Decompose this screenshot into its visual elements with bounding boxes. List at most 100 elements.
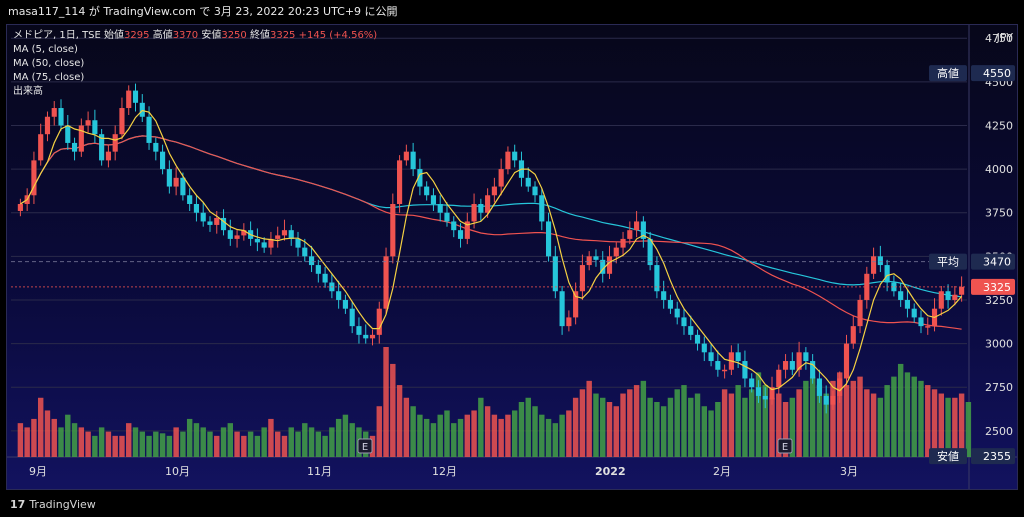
volume-bar bbox=[654, 402, 660, 457]
chart-panel[interactable]: 4750450042504000375035003250300027502500… bbox=[6, 24, 1018, 490]
volume-bar bbox=[796, 389, 802, 457]
volume-bar bbox=[640, 380, 647, 457]
candle-body bbox=[864, 273, 870, 300]
volume-bar bbox=[748, 389, 755, 457]
volume-bar bbox=[173, 427, 179, 457]
candle-body bbox=[776, 369, 782, 388]
y-tick-label: 4250 bbox=[985, 119, 1013, 132]
volume-bar bbox=[51, 418, 57, 457]
chart-svg[interactable]: 4750450042504000375035003250300027502500… bbox=[7, 25, 1017, 489]
candle-body bbox=[532, 186, 538, 196]
volume-bar bbox=[241, 435, 247, 457]
volume-bar bbox=[904, 372, 911, 457]
candle-body bbox=[139, 102, 145, 117]
volume-bar bbox=[688, 397, 694, 457]
candle-body bbox=[566, 317, 572, 327]
volume-bar bbox=[302, 423, 308, 457]
candle-body bbox=[457, 230, 464, 239]
volume-bar bbox=[789, 397, 796, 457]
volume-bar bbox=[308, 427, 315, 457]
candle-body bbox=[51, 108, 57, 117]
candle-body bbox=[586, 256, 592, 266]
volume-bar bbox=[329, 427, 335, 457]
candle-body bbox=[322, 273, 328, 283]
candle-body bbox=[336, 291, 342, 300]
candle-body bbox=[187, 195, 193, 204]
candle-body bbox=[742, 361, 748, 379]
ma50-line bbox=[20, 135, 962, 330]
volume-bar bbox=[234, 431, 240, 457]
volume-bar bbox=[383, 347, 389, 457]
candle-body bbox=[688, 326, 694, 335]
volume-bar bbox=[105, 431, 112, 457]
candle-body bbox=[71, 142, 78, 152]
candle-body bbox=[837, 378, 843, 396]
candle-body bbox=[823, 395, 829, 405]
symbol-legend: メドピア, 1日, TSE 始値3295 高値3370 安値3250 終値332… bbox=[13, 29, 377, 42]
volume-bar bbox=[891, 376, 897, 457]
candle-body bbox=[803, 352, 809, 362]
volume-bar bbox=[721, 389, 728, 457]
candle-body bbox=[505, 151, 511, 170]
candle-body bbox=[593, 256, 599, 260]
ma75-legend: MA (75, close) bbox=[13, 72, 85, 83]
volume-bar bbox=[782, 402, 789, 457]
candle-body bbox=[911, 308, 917, 318]
volume-bar bbox=[965, 402, 972, 457]
volume-bar bbox=[37, 397, 44, 457]
volume-bar bbox=[396, 385, 403, 457]
high-value: 3370 bbox=[172, 30, 199, 41]
price-label-name: 安値 bbox=[937, 449, 959, 463]
candle-body bbox=[938, 291, 944, 309]
candle-body bbox=[295, 238, 301, 248]
candle-body bbox=[654, 265, 660, 292]
candle-body bbox=[31, 160, 37, 196]
candle-body bbox=[627, 230, 633, 239]
candle-body bbox=[552, 256, 558, 292]
price-label-box bbox=[971, 448, 1015, 465]
volume-bar bbox=[633, 385, 640, 457]
low-label: 安値 bbox=[201, 30, 222, 41]
tradingview-wordmark: TradingView bbox=[29, 498, 96, 511]
volume-bar bbox=[274, 431, 281, 457]
candle-body bbox=[58, 108, 64, 126]
volume-bar bbox=[897, 363, 904, 457]
candle-body bbox=[701, 343, 707, 353]
volume-bar bbox=[593, 393, 599, 457]
candle-body bbox=[796, 352, 802, 370]
candle-body bbox=[674, 308, 680, 318]
volume-bar bbox=[322, 435, 328, 457]
volume-bar bbox=[186, 418, 193, 457]
volume-bar bbox=[214, 435, 220, 457]
volume-bar bbox=[843, 385, 850, 457]
volume-bar bbox=[24, 427, 30, 457]
volume-bar bbox=[728, 393, 735, 457]
candle-body bbox=[647, 238, 653, 266]
candle-body bbox=[762, 395, 768, 400]
candle-body bbox=[512, 151, 518, 161]
volume-bar bbox=[139, 431, 145, 457]
volume-bar bbox=[98, 427, 105, 457]
high-label: 高値 bbox=[152, 30, 173, 41]
volume-bar bbox=[261, 427, 267, 457]
volume-bar bbox=[572, 397, 579, 457]
candle-body bbox=[573, 291, 579, 318]
y-tick-label: 3000 bbox=[985, 338, 1013, 351]
candle-body bbox=[918, 317, 924, 327]
candle-body bbox=[254, 238, 260, 243]
volume-bar bbox=[112, 435, 118, 457]
candle-body bbox=[99, 134, 105, 161]
volume-bar bbox=[227, 423, 234, 457]
candle-body bbox=[600, 259, 606, 274]
candle-body bbox=[478, 203, 484, 213]
tradingview-logo: 𝟭𝟳 TradingView bbox=[10, 498, 96, 511]
candle-body bbox=[403, 151, 409, 161]
volume-bar bbox=[119, 435, 125, 457]
candle-body bbox=[715, 361, 721, 370]
volume-bar bbox=[857, 376, 863, 457]
volume-bar bbox=[342, 414, 349, 457]
candle-body bbox=[227, 230, 233, 239]
volume-bar bbox=[823, 393, 829, 457]
candle-body bbox=[173, 177, 179, 187]
candle-body bbox=[261, 242, 267, 248]
